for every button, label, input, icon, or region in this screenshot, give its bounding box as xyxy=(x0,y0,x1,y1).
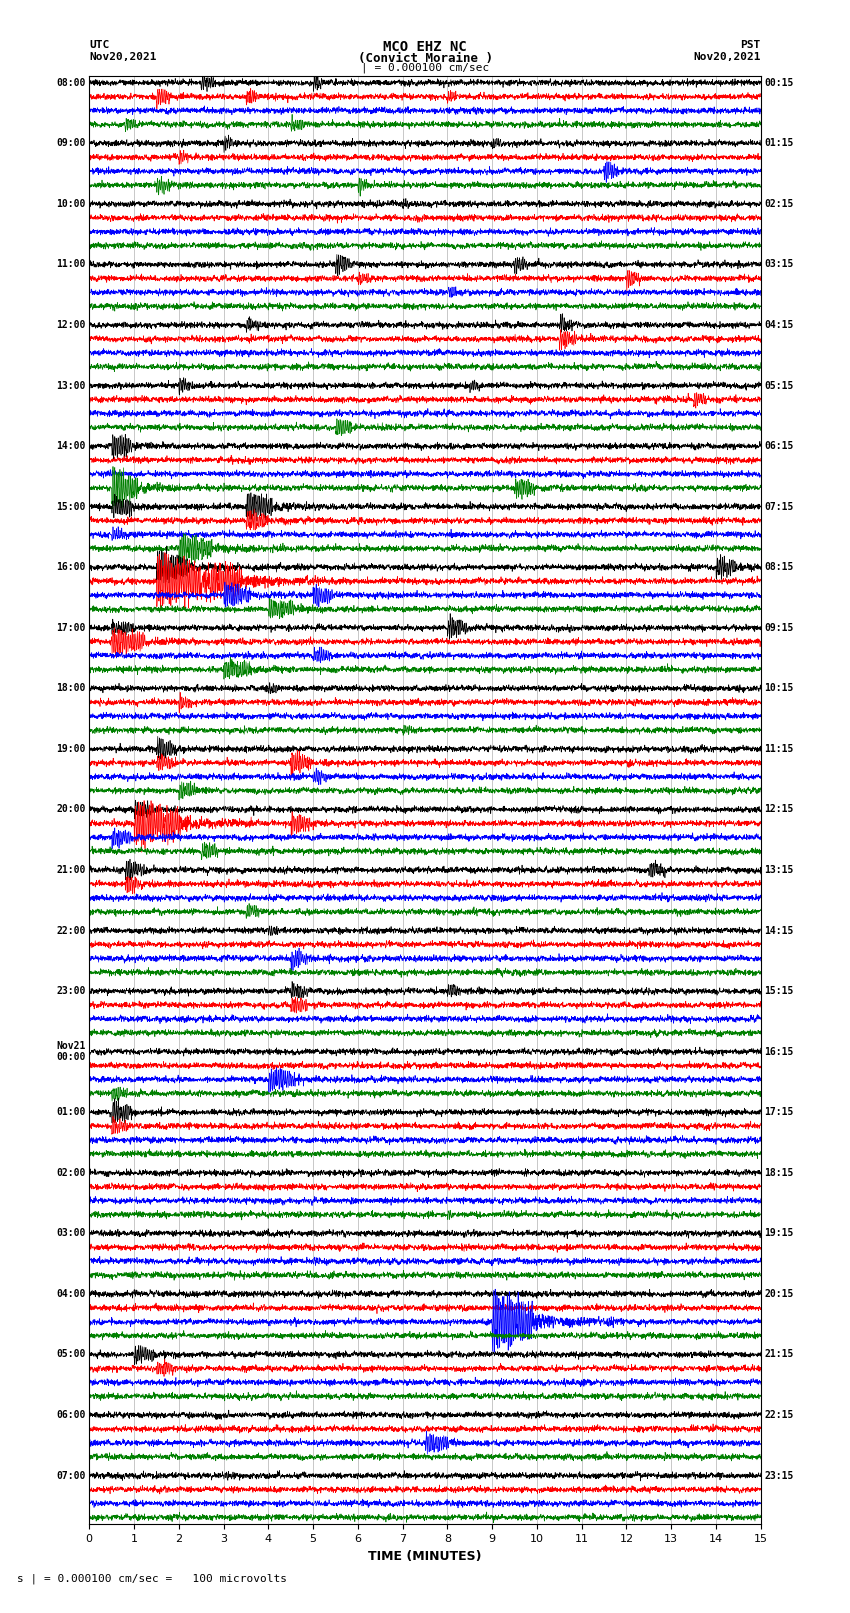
Text: 01:00: 01:00 xyxy=(56,1107,86,1118)
Text: 21:00: 21:00 xyxy=(56,865,86,874)
Text: 14:00: 14:00 xyxy=(56,440,86,452)
Text: 16:00: 16:00 xyxy=(56,563,86,573)
Text: 12:15: 12:15 xyxy=(764,805,794,815)
Text: 20:00: 20:00 xyxy=(56,805,86,815)
Text: 23:15: 23:15 xyxy=(764,1471,794,1481)
Text: | = 0.000100 cm/sec: | = 0.000100 cm/sec xyxy=(361,63,489,74)
Text: 18:15: 18:15 xyxy=(764,1168,794,1177)
Text: 13:00: 13:00 xyxy=(56,381,86,390)
Text: 03:15: 03:15 xyxy=(764,260,794,269)
Text: 05:15: 05:15 xyxy=(764,381,794,390)
Text: 02:00: 02:00 xyxy=(56,1168,86,1177)
Text: Nov21
00:00: Nov21 00:00 xyxy=(56,1040,86,1063)
Text: 14:15: 14:15 xyxy=(764,926,794,936)
Text: 02:15: 02:15 xyxy=(764,198,794,210)
Text: 16:15: 16:15 xyxy=(764,1047,794,1057)
Text: 08:15: 08:15 xyxy=(764,563,794,573)
Text: 13:15: 13:15 xyxy=(764,865,794,874)
Text: 07:15: 07:15 xyxy=(764,502,794,511)
Text: 11:00: 11:00 xyxy=(56,260,86,269)
Text: 22:15: 22:15 xyxy=(764,1410,794,1419)
Text: 17:00: 17:00 xyxy=(56,623,86,632)
Text: 19:00: 19:00 xyxy=(56,744,86,753)
Text: 15:00: 15:00 xyxy=(56,502,86,511)
Text: 04:00: 04:00 xyxy=(56,1289,86,1298)
Text: 18:00: 18:00 xyxy=(56,684,86,694)
Text: 17:15: 17:15 xyxy=(764,1107,794,1118)
Text: 05:00: 05:00 xyxy=(56,1350,86,1360)
Text: 00:15: 00:15 xyxy=(764,77,794,87)
Text: 19:15: 19:15 xyxy=(764,1229,794,1239)
Text: 10:15: 10:15 xyxy=(764,684,794,694)
Text: 20:15: 20:15 xyxy=(764,1289,794,1298)
Text: s | = 0.000100 cm/sec =   100 microvolts: s | = 0.000100 cm/sec = 100 microvolts xyxy=(17,1573,287,1584)
Text: (Convict Moraine ): (Convict Moraine ) xyxy=(358,52,492,65)
Text: Nov20,2021: Nov20,2021 xyxy=(89,52,156,61)
Text: 01:15: 01:15 xyxy=(764,139,794,148)
Text: 04:15: 04:15 xyxy=(764,319,794,331)
Text: 11:15: 11:15 xyxy=(764,744,794,753)
Text: 09:15: 09:15 xyxy=(764,623,794,632)
Text: 21:15: 21:15 xyxy=(764,1350,794,1360)
Text: 10:00: 10:00 xyxy=(56,198,86,210)
Text: UTC: UTC xyxy=(89,40,110,50)
Text: 06:00: 06:00 xyxy=(56,1410,86,1419)
Text: 15:15: 15:15 xyxy=(764,986,794,997)
Text: 23:00: 23:00 xyxy=(56,986,86,997)
X-axis label: TIME (MINUTES): TIME (MINUTES) xyxy=(368,1550,482,1563)
Text: MCO EHZ NC: MCO EHZ NC xyxy=(383,40,467,55)
Text: PST: PST xyxy=(740,40,761,50)
Text: 22:00: 22:00 xyxy=(56,926,86,936)
Text: 09:00: 09:00 xyxy=(56,139,86,148)
Text: 07:00: 07:00 xyxy=(56,1471,86,1481)
Text: 08:00: 08:00 xyxy=(56,77,86,87)
Text: 06:15: 06:15 xyxy=(764,440,794,452)
Text: Nov20,2021: Nov20,2021 xyxy=(694,52,761,61)
Text: 12:00: 12:00 xyxy=(56,319,86,331)
Text: 03:00: 03:00 xyxy=(56,1229,86,1239)
